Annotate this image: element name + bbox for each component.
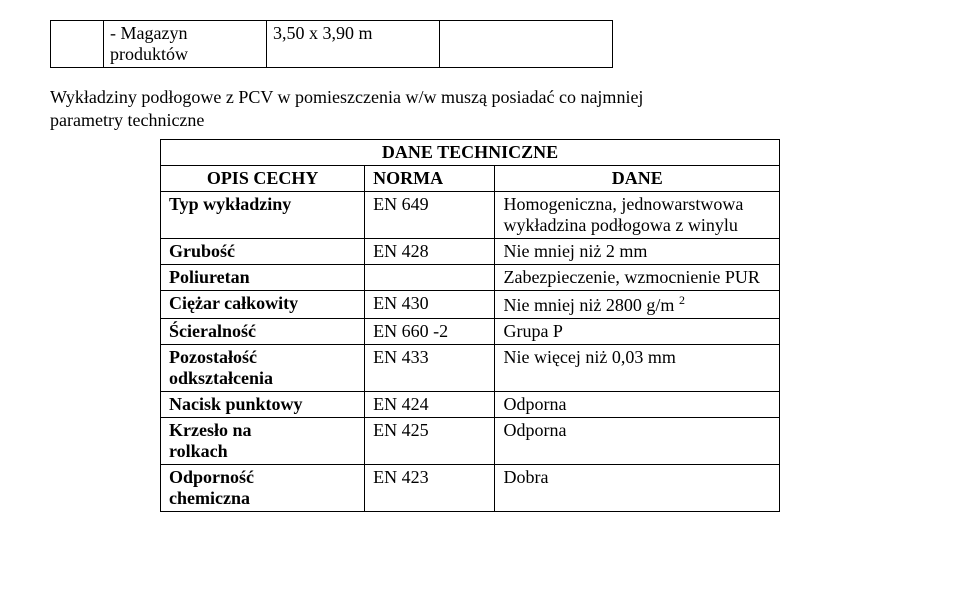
col-header-dane: DANE xyxy=(495,165,780,191)
spec-row: ŚcieralnośćEN 660 -2Grupa P xyxy=(161,318,780,344)
spec-label: Nacisk punktowy xyxy=(161,391,365,417)
top-col1-line1: - Magazyn xyxy=(110,23,187,43)
spec-norm: EN 433 xyxy=(365,344,495,391)
spec-label: Ciężar całkowity xyxy=(161,290,365,318)
spec-row: Nacisk punktowyEN 424Odporna xyxy=(161,391,780,417)
spec-value: Odporna xyxy=(495,391,780,417)
spec-table: DANE TECHNICZNE OPIS CECHY NORMA DANE Ty… xyxy=(160,139,780,512)
spec-value: Nie więcej niż 0,03 mm xyxy=(495,344,780,391)
col-header-opis: OPIS CECHY xyxy=(161,165,365,191)
spec-value: Nie mniej niż 2 mm xyxy=(495,238,780,264)
spec-norm: EN 649 xyxy=(365,191,495,238)
spec-value: Nie mniej niż 2800 g/m 2 xyxy=(495,290,780,318)
spec-value: Dobra xyxy=(495,464,780,511)
spec-value: Odporna xyxy=(495,417,780,464)
intro-line1: Wykładziny podłogowe z PCV w pomieszczen… xyxy=(50,87,643,107)
top-col1-line2: produktów xyxy=(110,44,188,64)
top-col1: - Magazyn produktów xyxy=(104,21,267,68)
spec-label: Ścieralność xyxy=(161,318,365,344)
spec-row: Poliuretan Zabezpieczenie, wzmocnienie PU… xyxy=(161,264,780,290)
spec-label: Krzesło narolkach xyxy=(161,417,365,464)
spec-row: Ciężar całkowityEN 430Nie mniej niż 2800… xyxy=(161,290,780,318)
spec-value: Grupa P xyxy=(495,318,780,344)
spec-row: PozostałośćodkształceniaEN 433Nie więcej… xyxy=(161,344,780,391)
top-dimensions-table: - Magazyn produktów 3,50 x 3,90 m xyxy=(50,20,613,68)
top-col3 xyxy=(440,21,613,68)
intro-text: Wykładziny podłogowe z PCV w pomieszczen… xyxy=(50,86,910,133)
spec-row: Typ wykładzinyEN 649Homogeniczna, jednow… xyxy=(161,191,780,238)
spec-norm: EN 428 xyxy=(365,238,495,264)
col-header-norma: NORMA xyxy=(365,165,495,191)
spec-label: Odpornośćchemiczna xyxy=(161,464,365,511)
spec-norm xyxy=(365,264,495,290)
spec-label: Typ wykładziny xyxy=(161,191,365,238)
spec-row: OdpornośćchemicznaEN 423Dobra xyxy=(161,464,780,511)
spec-label: Pozostałośćodkształcenia xyxy=(161,344,365,391)
spec-norm: EN 430 xyxy=(365,290,495,318)
top-col-empty-left xyxy=(51,21,104,68)
spec-norm: EN 425 xyxy=(365,417,495,464)
spec-row: GrubośćEN 428Nie mniej niż 2 mm xyxy=(161,238,780,264)
intro-line2: parametry techniczne xyxy=(50,110,204,130)
spec-norm: EN 660 -2 xyxy=(365,318,495,344)
spec-value: Zabezpieczenie, wzmocnienie PUR xyxy=(495,264,780,290)
spec-rows-body: Typ wykładzinyEN 649Homogeniczna, jednow… xyxy=(161,191,780,511)
spec-norm: EN 424 xyxy=(365,391,495,417)
spec-value: Homogeniczna, jednowarstwowawykładzina p… xyxy=(495,191,780,238)
spec-label: Poliuretan xyxy=(161,264,365,290)
spec-header-title: DANE TECHNICZNE xyxy=(161,139,780,165)
spec-row: Krzesło narolkachEN 425Odporna xyxy=(161,417,780,464)
spec-label: Grubość xyxy=(161,238,365,264)
spec-norm: EN 423 xyxy=(365,464,495,511)
top-col2: 3,50 x 3,90 m xyxy=(267,21,440,68)
